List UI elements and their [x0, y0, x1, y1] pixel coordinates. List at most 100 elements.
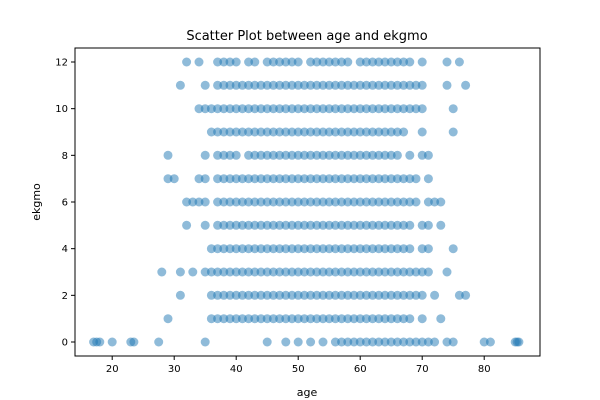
- data-point: [293, 220, 303, 230]
- data-point: [430, 290, 440, 300]
- data-point: [405, 104, 415, 114]
- data-point: [256, 80, 266, 90]
- data-point: [237, 267, 247, 277]
- data-point: [268, 174, 278, 184]
- data-point: [324, 150, 334, 160]
- data-point: [306, 220, 316, 230]
- data-point: [355, 197, 365, 207]
- x-tick-label: 50: [292, 364, 305, 375]
- data-point: [225, 174, 235, 184]
- data-point: [312, 290, 322, 300]
- data-point: [129, 337, 139, 347]
- data-point: [299, 127, 309, 137]
- data-point: [312, 80, 322, 90]
- data-point: [368, 127, 378, 137]
- data-point: [213, 290, 223, 300]
- y-axis: 0 2 4 6 8 10 12: [55, 58, 75, 349]
- data-point: [256, 244, 266, 254]
- data-point: [405, 314, 415, 324]
- data-point: [417, 104, 427, 114]
- data-point: [275, 220, 285, 230]
- data-point: [287, 104, 297, 114]
- data-point: [262, 267, 272, 277]
- data-point: [405, 80, 415, 90]
- data-point: [355, 220, 365, 230]
- data-point: [392, 174, 402, 184]
- data-point: [386, 337, 396, 347]
- data-point: [386, 314, 396, 324]
- data-point: [293, 290, 303, 300]
- data-point: [343, 80, 353, 90]
- data-point: [349, 104, 359, 114]
- data-point: [368, 220, 378, 230]
- data-point: [392, 104, 402, 114]
- data-point: [448, 244, 458, 254]
- data-point: [225, 104, 235, 114]
- data-point: [361, 337, 371, 347]
- data-point: [343, 104, 353, 114]
- data-point: [361, 127, 371, 137]
- data-point: [417, 150, 427, 160]
- data-point: [293, 57, 303, 67]
- y-tick-label: 10: [55, 104, 68, 115]
- data-point: [392, 197, 402, 207]
- data-point: [231, 244, 241, 254]
- data-point: [411, 290, 421, 300]
- data-point: [287, 57, 297, 67]
- data-point: [281, 127, 291, 137]
- data-point: [417, 314, 427, 324]
- data-point: [361, 57, 371, 67]
- data-point: [361, 244, 371, 254]
- data-point: [200, 267, 210, 277]
- data-point: [213, 314, 223, 324]
- data-point: [343, 174, 353, 184]
- data-point: [368, 80, 378, 90]
- data-point: [256, 267, 266, 277]
- data-point: [306, 197, 316, 207]
- data-point: [163, 174, 173, 184]
- data-point: [423, 337, 433, 347]
- data-point: [349, 150, 359, 160]
- data-point: [287, 127, 297, 137]
- data-point: [368, 267, 378, 277]
- data-point: [430, 197, 440, 207]
- data-point: [368, 290, 378, 300]
- data-point: [318, 244, 328, 254]
- data-point: [306, 174, 316, 184]
- data-point: [250, 220, 260, 230]
- data-point: [268, 290, 278, 300]
- data-point: [374, 104, 384, 114]
- data-point: [275, 57, 285, 67]
- data-point: [337, 150, 347, 160]
- data-point: [343, 150, 353, 160]
- data-point: [392, 290, 402, 300]
- data-point: [454, 57, 464, 67]
- data-point: [287, 80, 297, 90]
- data-point: [368, 150, 378, 160]
- data-point: [250, 174, 260, 184]
- data-point: [182, 220, 192, 230]
- data-point: [405, 337, 415, 347]
- data-point: [343, 267, 353, 277]
- data-point: [417, 244, 427, 254]
- data-point: [479, 337, 489, 347]
- data-point: [237, 127, 247, 137]
- data-point: [374, 337, 384, 347]
- data-point: [244, 197, 254, 207]
- data-point: [330, 197, 340, 207]
- data-point: [200, 150, 210, 160]
- data-point: [386, 174, 396, 184]
- data-point: [380, 290, 390, 300]
- data-point: [330, 314, 340, 324]
- data-point: [275, 267, 285, 277]
- data-point: [330, 104, 340, 114]
- data-point: [268, 314, 278, 324]
- data-point: [281, 197, 291, 207]
- data-point: [206, 244, 216, 254]
- data-point: [287, 314, 297, 324]
- data-point: [330, 267, 340, 277]
- data-point: [448, 337, 458, 347]
- data-point: [374, 197, 384, 207]
- data-point: [318, 314, 328, 324]
- data-point: [318, 174, 328, 184]
